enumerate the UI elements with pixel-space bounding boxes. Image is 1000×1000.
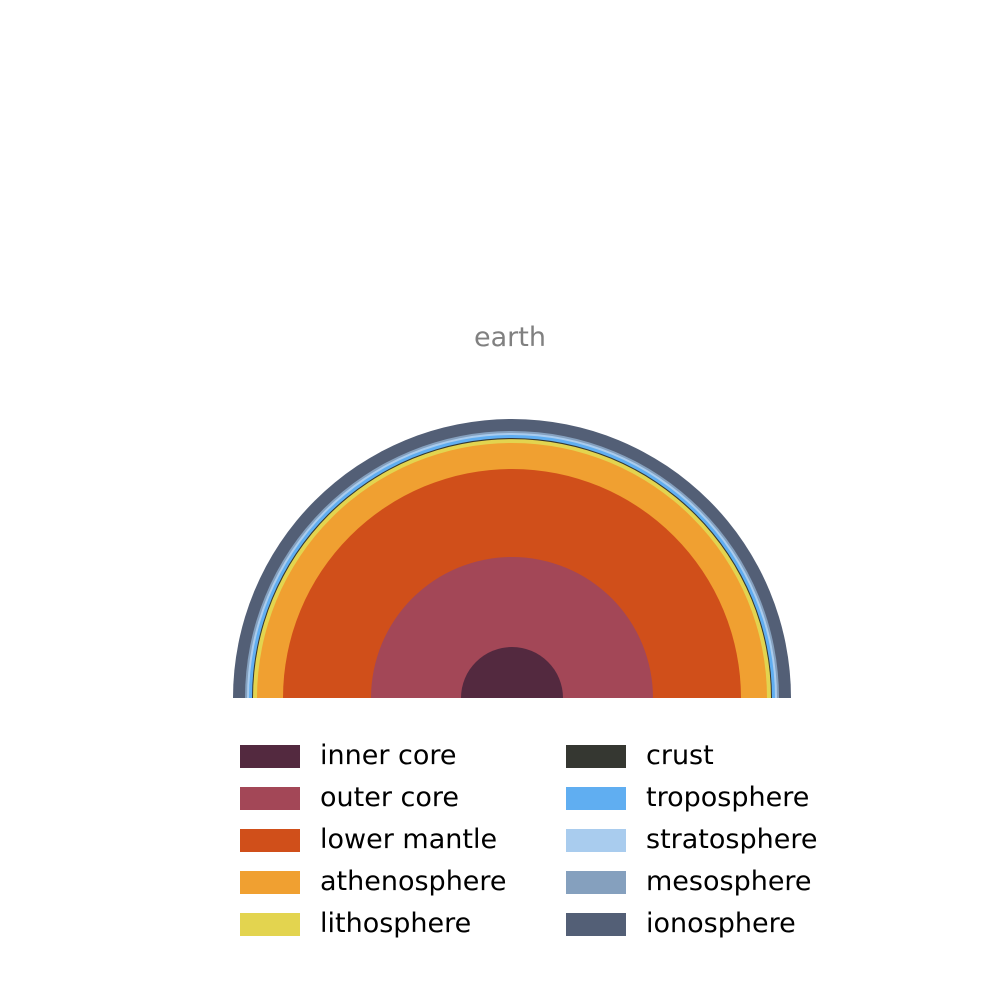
- legend-swatch: [566, 871, 626, 894]
- legend-swatch: [240, 913, 300, 936]
- legend-swatch: [566, 913, 626, 936]
- legend-label: lower mantle: [320, 824, 498, 855]
- layer-inner-core: [461, 647, 563, 698]
- legend-label: crust: [646, 740, 714, 771]
- legend-label: lithosphere: [320, 908, 472, 939]
- legend-swatch: [566, 745, 626, 768]
- diagram-title: earth: [474, 322, 546, 353]
- legend-label: mesosphere: [646, 866, 812, 897]
- legend-label: stratosphere: [646, 824, 818, 855]
- legend-swatch: [240, 829, 300, 852]
- legend-label: inner core: [320, 740, 457, 771]
- legend-swatch: [566, 787, 626, 810]
- legend-swatch: [566, 829, 626, 852]
- legend-label: outer core: [320, 782, 459, 813]
- legend-label: athenosphere: [320, 866, 507, 897]
- legend-swatch: [240, 745, 300, 768]
- legend-swatch: [240, 871, 300, 894]
- legend-swatch: [240, 787, 300, 810]
- layer-arcs: [233, 419, 791, 698]
- legend-label: troposphere: [646, 782, 810, 813]
- legend-label: ionosphere: [646, 908, 796, 939]
- layer-outer-core: [371, 557, 653, 698]
